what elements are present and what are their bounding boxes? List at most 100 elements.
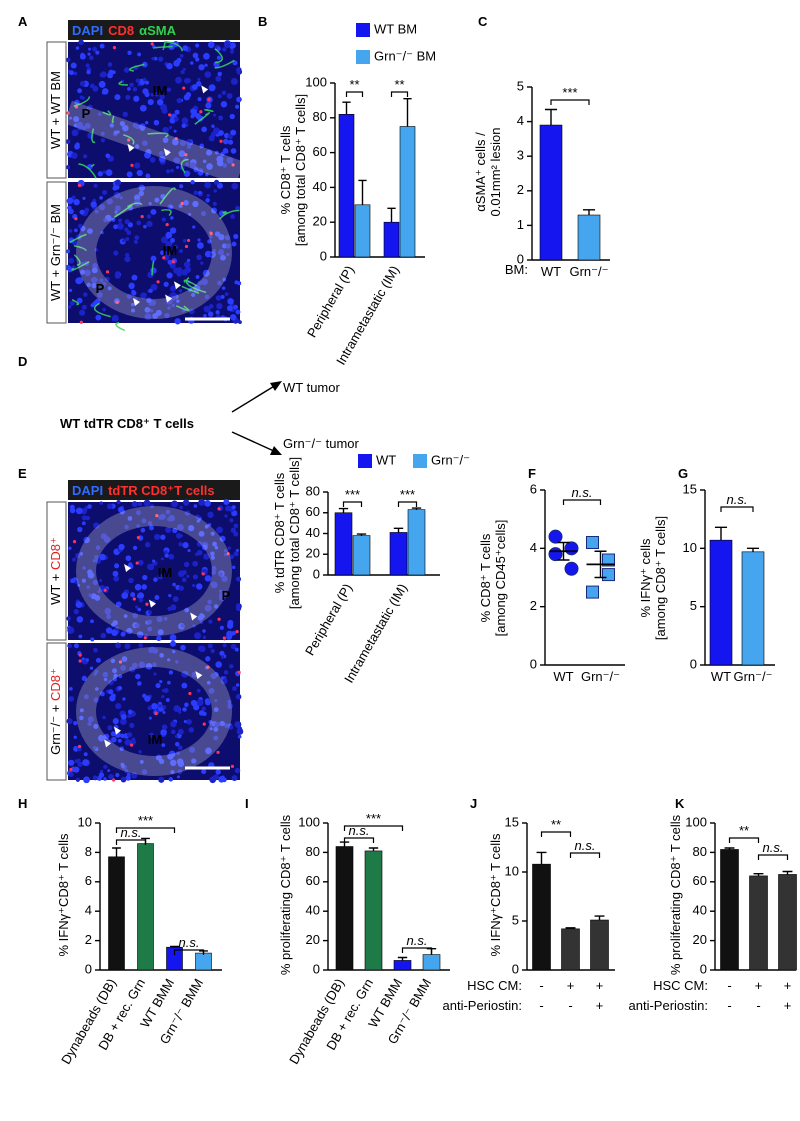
nucleus [87, 504, 92, 509]
y-tick-label: 6 [530, 481, 537, 496]
nucleus [222, 277, 227, 282]
nucleus [215, 310, 220, 315]
nucleus [109, 123, 115, 128]
significance-label: ** [551, 817, 561, 832]
nucleus [144, 120, 149, 125]
nucleus [207, 311, 214, 317]
y-axis-label: % IFNγ⁺CD8⁺ T cells [56, 833, 71, 957]
nucleus [87, 716, 94, 723]
header-part: DAPI [72, 23, 103, 38]
nucleus [112, 620, 118, 626]
nucleus [181, 123, 187, 129]
nucleus [207, 239, 212, 244]
nucleus [154, 197, 160, 203]
y-tick-label: 15 [505, 814, 519, 829]
nucleus [230, 527, 236, 533]
row-value: + [596, 978, 604, 993]
error-bar [544, 108, 558, 126]
stroma [91, 128, 96, 144]
row-value: + [755, 978, 763, 993]
cell-signal [206, 665, 210, 669]
nucleus [77, 223, 83, 229]
nucleus [137, 501, 143, 507]
nucleus [210, 551, 215, 557]
nucleus [205, 149, 213, 156]
cell-signal [78, 659, 82, 663]
nucleus [173, 59, 180, 67]
y-tick-label: 80 [693, 844, 707, 859]
significance-bracket [720, 506, 754, 512]
peripheral-zone [63, 100, 245, 185]
y-tick-label: 0 [320, 248, 327, 263]
nucleus [176, 299, 180, 303]
cell-signal [188, 691, 192, 696]
cell-signal [112, 46, 117, 50]
nucleus [220, 655, 225, 659]
y-tick-label: 60 [313, 144, 327, 159]
nucleus [67, 626, 75, 634]
cell-signal [132, 597, 136, 601]
nucleus [196, 699, 204, 707]
bar [399, 126, 416, 258]
nucleus [183, 200, 189, 206]
nucleus [226, 634, 233, 640]
nucleus [155, 754, 162, 761]
nucleus [152, 662, 157, 667]
cell-signal [201, 572, 205, 576]
nucleus [113, 575, 120, 582]
nucleus [173, 705, 181, 712]
nucleus [102, 88, 109, 95]
nucleus [219, 650, 225, 656]
significance-label: n.s. [121, 825, 142, 840]
error-bar [753, 873, 764, 876]
bar [393, 960, 412, 971]
nucleus [77, 758, 81, 762]
nucleus [131, 274, 138, 281]
nucleus [147, 705, 153, 711]
cell-signal [77, 183, 82, 188]
legend-swatch [413, 454, 427, 468]
nucleus [158, 155, 166, 163]
nucleus [136, 631, 144, 638]
nucleus [68, 229, 73, 233]
nucleus [88, 47, 92, 51]
nucleus [125, 237, 130, 241]
nucleus [206, 748, 210, 752]
nucleus [124, 227, 129, 232]
nucleus [81, 578, 86, 583]
nucleus [179, 54, 184, 58]
nucleus [129, 722, 135, 729]
nucleus [202, 629, 206, 633]
nucleus [163, 550, 168, 555]
nucleus [137, 607, 142, 612]
nucleus [113, 191, 121, 199]
nucleus [222, 47, 227, 52]
stroma [90, 163, 95, 167]
nucleus [200, 261, 204, 265]
cell-signal [171, 260, 175, 264]
nucleus [144, 313, 152, 321]
row-label: anti-Periostin: [629, 998, 708, 1013]
nucleus [201, 544, 208, 551]
nucleus [170, 237, 175, 243]
nucleus [93, 697, 99, 703]
bar [422, 954, 441, 971]
nucleus [218, 571, 223, 577]
cell-signal [74, 217, 78, 221]
nucleus [144, 541, 151, 548]
nucleus [84, 269, 91, 277]
nucleus [213, 735, 219, 741]
nucleus [124, 524, 129, 530]
nucleus [233, 523, 239, 529]
stroma [153, 45, 173, 50]
data-point [586, 585, 599, 599]
nucleus [181, 577, 187, 583]
side-label-box [46, 41, 67, 179]
data-point [602, 568, 615, 582]
nucleus [153, 577, 158, 582]
nucleus [215, 661, 222, 668]
nucleus [126, 293, 132, 299]
bar [383, 221, 400, 258]
nucleus [147, 626, 153, 632]
